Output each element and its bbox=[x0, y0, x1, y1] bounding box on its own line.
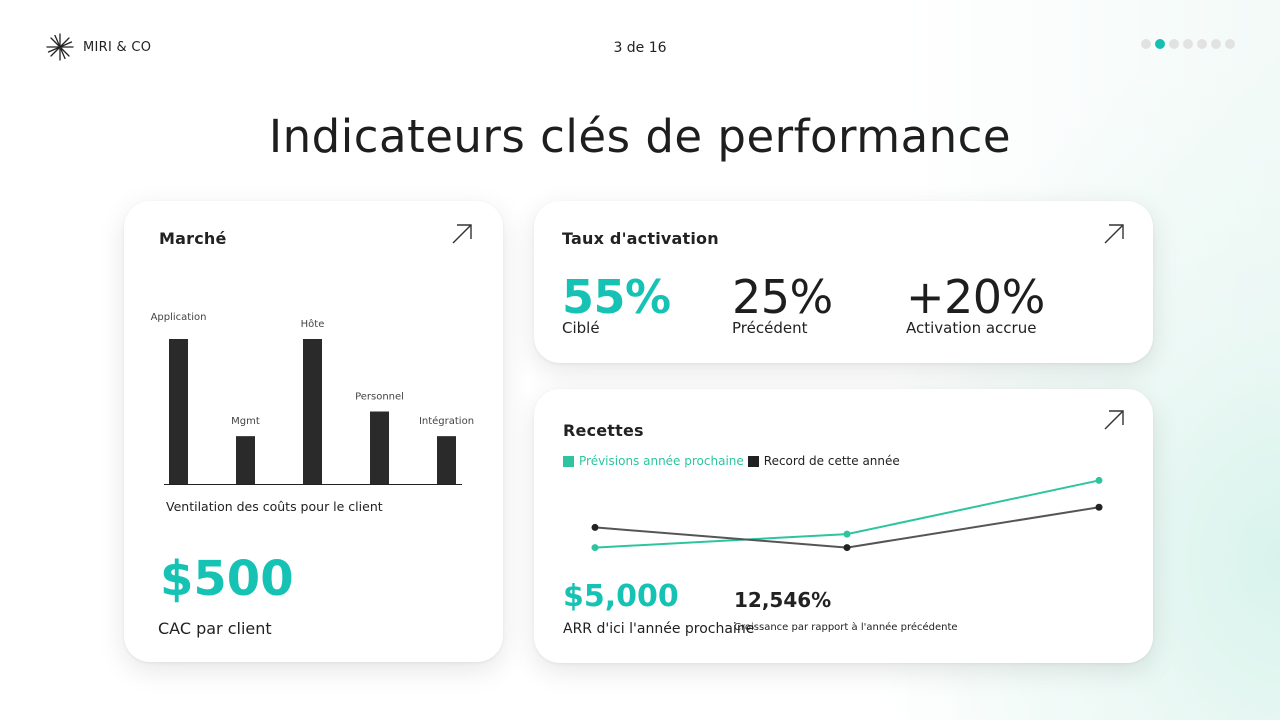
data-point bbox=[843, 530, 851, 538]
bar-label: Hôte bbox=[301, 318, 325, 330]
kpi-value: +20% bbox=[906, 270, 1045, 324]
revenue-line-chart bbox=[591, 476, 1103, 552]
slide-dot[interactable] bbox=[1183, 39, 1193, 49]
chart-legend: Prévisions année prochaine Record de cet… bbox=[563, 454, 900, 468]
brand-name: MIRI & CO bbox=[83, 39, 152, 55]
data-point bbox=[1095, 476, 1103, 484]
bar-label: Application bbox=[151, 312, 207, 323]
legend-label: Record de cette année bbox=[763, 454, 900, 468]
slide-dot[interactable] bbox=[1155, 39, 1165, 49]
kpi-label: Ciblé bbox=[562, 319, 600, 337]
kpi-previous: 25% Précédent bbox=[732, 271, 833, 337]
page-counter: 3 de 16 bbox=[613, 40, 667, 56]
growth-label: Croissance par rapport à l'année précéde… bbox=[734, 622, 958, 633]
bar-label: Personnel bbox=[355, 392, 404, 403]
bar bbox=[370, 411, 389, 484]
market-card: Marché Application Mgmt Hôte Personnel Intég… bbox=[124, 201, 503, 662]
growth-value: 12,546% bbox=[734, 588, 832, 612]
series-line bbox=[594, 506, 1100, 549]
bar bbox=[236, 436, 255, 484]
legend-item-record: Record de cette année bbox=[747, 454, 900, 468]
kpi-target: 55% Ciblé bbox=[562, 271, 671, 337]
activation-card-title: Taux d'activation bbox=[562, 229, 719, 248]
legend-item-forecast: Prévisions année prochaine bbox=[563, 454, 744, 468]
kpi-label: Précédent bbox=[732, 319, 808, 337]
slide-dots[interactable] bbox=[1141, 39, 1235, 49]
top-bar: MIRI & CO 3 de 16 bbox=[0, 0, 1280, 95]
cac-label: CAC par client bbox=[158, 619, 272, 638]
arr-value: $5,000 bbox=[563, 579, 679, 614]
kpi-increase: +20% Activation accrue bbox=[906, 271, 1045, 337]
kpi-value: 55% bbox=[562, 270, 671, 324]
bar bbox=[303, 339, 322, 484]
bar-label: Intégration bbox=[419, 415, 474, 427]
slide-dot[interactable] bbox=[1225, 39, 1235, 49]
data-point bbox=[591, 544, 599, 552]
legend-swatch bbox=[563, 455, 574, 467]
revenue-card-title: Recettes bbox=[563, 421, 644, 440]
slide-dot[interactable] bbox=[1141, 39, 1151, 49]
revenue-card: Recettes Prévisions année prochaine Reco… bbox=[534, 389, 1153, 663]
chart-caption: Ventilation des coûts pour le client bbox=[166, 499, 383, 514]
cac-value: $500 bbox=[160, 551, 294, 607]
legend-label: Prévisions année prochaine bbox=[579, 454, 744, 468]
kpi-value: 25% bbox=[732, 270, 833, 324]
market-card-title: Marché bbox=[159, 229, 227, 248]
slide-dot[interactable] bbox=[1197, 39, 1207, 49]
sparkle-logo-icon bbox=[46, 33, 74, 61]
activation-card: Taux d'activation 55% Ciblé 25% Précéden… bbox=[534, 201, 1153, 363]
arr-label: ARR d'ici l'année prochaine bbox=[563, 621, 755, 637]
brand[interactable]: MIRI & CO bbox=[46, 33, 151, 61]
cost-breakdown-chart: Application Mgmt Hôte Personnel Intégration bbox=[151, 312, 474, 485]
bar bbox=[437, 436, 456, 484]
data-point bbox=[1095, 503, 1103, 511]
data-point bbox=[843, 544, 851, 552]
slide-dot[interactable] bbox=[1211, 39, 1221, 49]
bar bbox=[169, 339, 188, 484]
slide-dot[interactable] bbox=[1169, 39, 1179, 49]
bar-label: Mgmt bbox=[231, 416, 260, 427]
arrow-up-right-icon[interactable] bbox=[451, 223, 473, 245]
arrow-up-right-icon[interactable] bbox=[1103, 409, 1125, 431]
arrow-up-right-icon[interactable] bbox=[1103, 223, 1125, 245]
kpi-label: Activation accrue bbox=[906, 319, 1037, 337]
data-point bbox=[591, 523, 599, 531]
legend-swatch bbox=[747, 455, 759, 467]
page-title: Indicateurs clés de performance bbox=[268, 110, 1012, 163]
